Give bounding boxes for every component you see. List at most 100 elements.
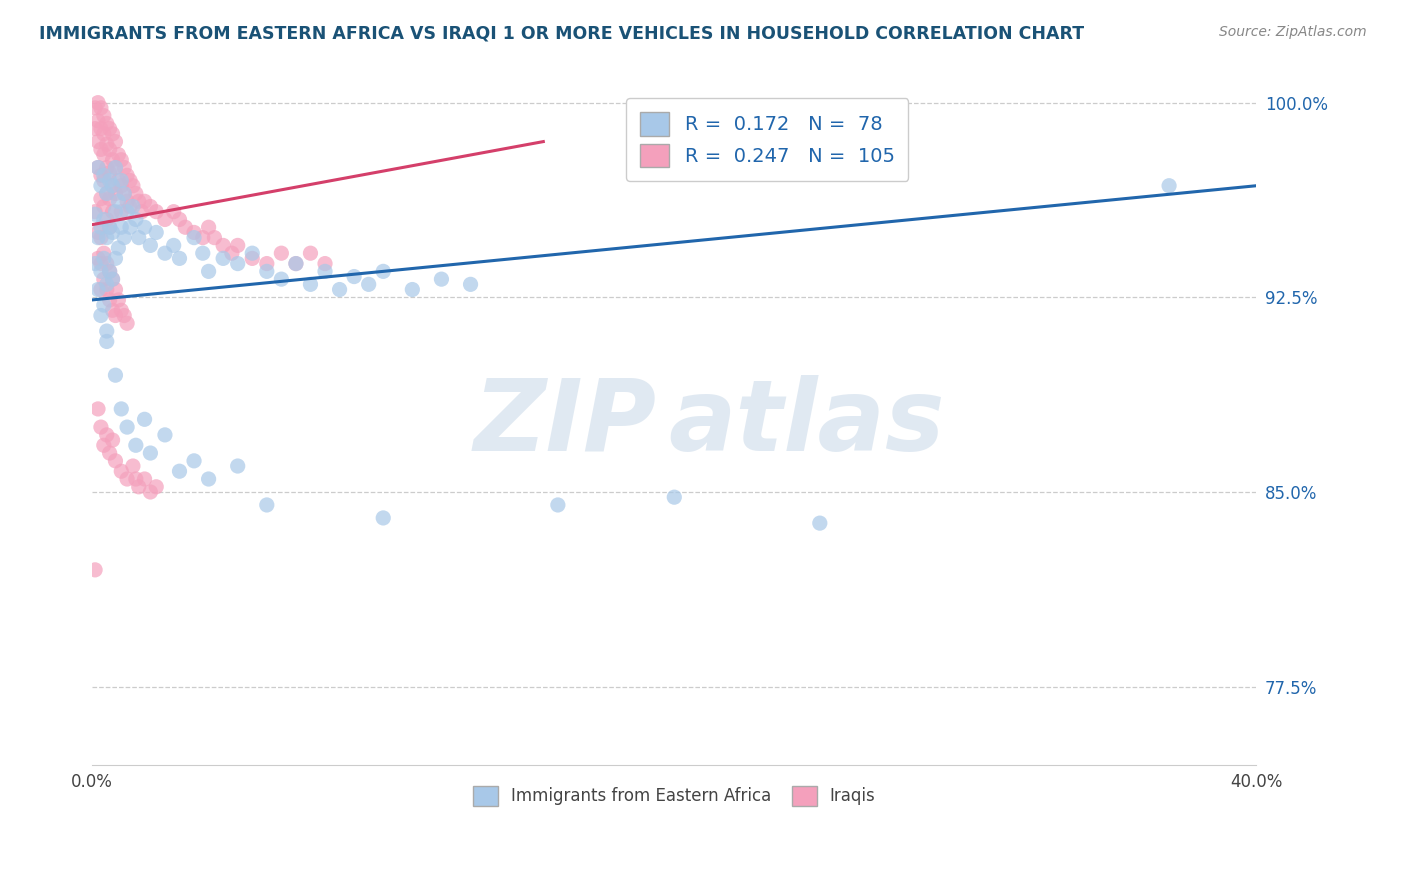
Point [128, 230, 150, 244]
Point [101, 204, 124, 219]
Point [139, 485, 162, 500]
Point [174, 220, 197, 235]
Point [112, 161, 135, 175]
Point [84, 101, 107, 115]
Point [183, 454, 205, 468]
Point [191, 246, 214, 260]
Point [87, 401, 110, 416]
Point [87, 252, 110, 266]
Text: IMMIGRANTS FROM EASTERN AFRICA VS IRAQI 1 OR MORE VEHICLES IN HOUSEHOLD CORRELAT: IMMIGRANTS FROM EASTERN AFRICA VS IRAQI … [39, 25, 1084, 43]
Point [112, 309, 135, 323]
Point [93, 252, 115, 266]
Point [90, 142, 112, 156]
Point [84, 256, 107, 270]
Point [107, 147, 129, 161]
Point [104, 161, 127, 175]
Point [808, 516, 831, 530]
Point [90, 220, 112, 235]
Point [104, 204, 127, 219]
Point [90, 169, 112, 183]
Text: Source: ZipAtlas.com: Source: ZipAtlas.com [1219, 25, 1367, 39]
Point [98, 264, 121, 278]
Point [98, 220, 121, 235]
Point [284, 256, 307, 270]
Point [107, 194, 129, 209]
Point [110, 178, 132, 193]
Point [299, 246, 322, 260]
Point [101, 226, 124, 240]
Point [299, 277, 322, 292]
Point [122, 458, 145, 473]
Point [401, 283, 423, 297]
Point [118, 220, 141, 235]
Point [112, 230, 135, 244]
Point [139, 446, 162, 460]
Point [104, 135, 127, 149]
Point [134, 194, 156, 209]
Point [240, 246, 263, 260]
Point [93, 246, 115, 260]
Point [101, 127, 124, 141]
Legend: Immigrants from Eastern Africa, Iraqis: Immigrants from Eastern Africa, Iraqis [464, 777, 884, 814]
Point [240, 252, 263, 266]
Point [460, 277, 482, 292]
Point [90, 283, 112, 297]
Point [221, 246, 243, 260]
Text: atlas: atlas [668, 375, 945, 472]
Point [163, 238, 186, 252]
Point [212, 252, 235, 266]
Point [183, 230, 205, 244]
Point [284, 256, 307, 270]
Point [270, 272, 292, 286]
Point [314, 264, 336, 278]
Point [104, 309, 127, 323]
Point [96, 186, 118, 201]
Point [128, 194, 150, 209]
Point [115, 169, 138, 183]
Point [134, 220, 156, 235]
Point [98, 173, 121, 187]
Point [98, 142, 121, 156]
Point [134, 412, 156, 426]
Point [169, 252, 191, 266]
Point [122, 199, 145, 213]
Point [128, 480, 150, 494]
Point [256, 256, 278, 270]
Point [96, 277, 118, 292]
Point [96, 116, 118, 130]
Point [430, 272, 453, 286]
Point [101, 178, 124, 193]
Point [84, 207, 107, 221]
Point [96, 230, 118, 244]
Point [226, 256, 249, 270]
Point [84, 563, 107, 577]
Point [131, 204, 153, 219]
Point [112, 186, 135, 201]
Point [145, 226, 167, 240]
Point [104, 283, 127, 297]
Point [256, 264, 278, 278]
Point [197, 472, 219, 486]
Point [93, 272, 115, 286]
Point [115, 316, 138, 330]
Point [98, 264, 121, 278]
Point [169, 212, 191, 227]
Point [329, 283, 352, 297]
Point [101, 153, 124, 167]
Point [90, 121, 112, 136]
Point [122, 178, 145, 193]
Point [226, 458, 249, 473]
Point [373, 264, 395, 278]
Point [84, 204, 107, 219]
Point [96, 428, 118, 442]
Point [256, 498, 278, 512]
Point [90, 178, 112, 193]
Point [101, 303, 124, 318]
Point [314, 256, 336, 270]
Point [125, 186, 148, 201]
Point [101, 178, 124, 193]
Point [101, 272, 124, 286]
Point [139, 199, 162, 213]
Point [373, 511, 395, 525]
Point [87, 226, 110, 240]
